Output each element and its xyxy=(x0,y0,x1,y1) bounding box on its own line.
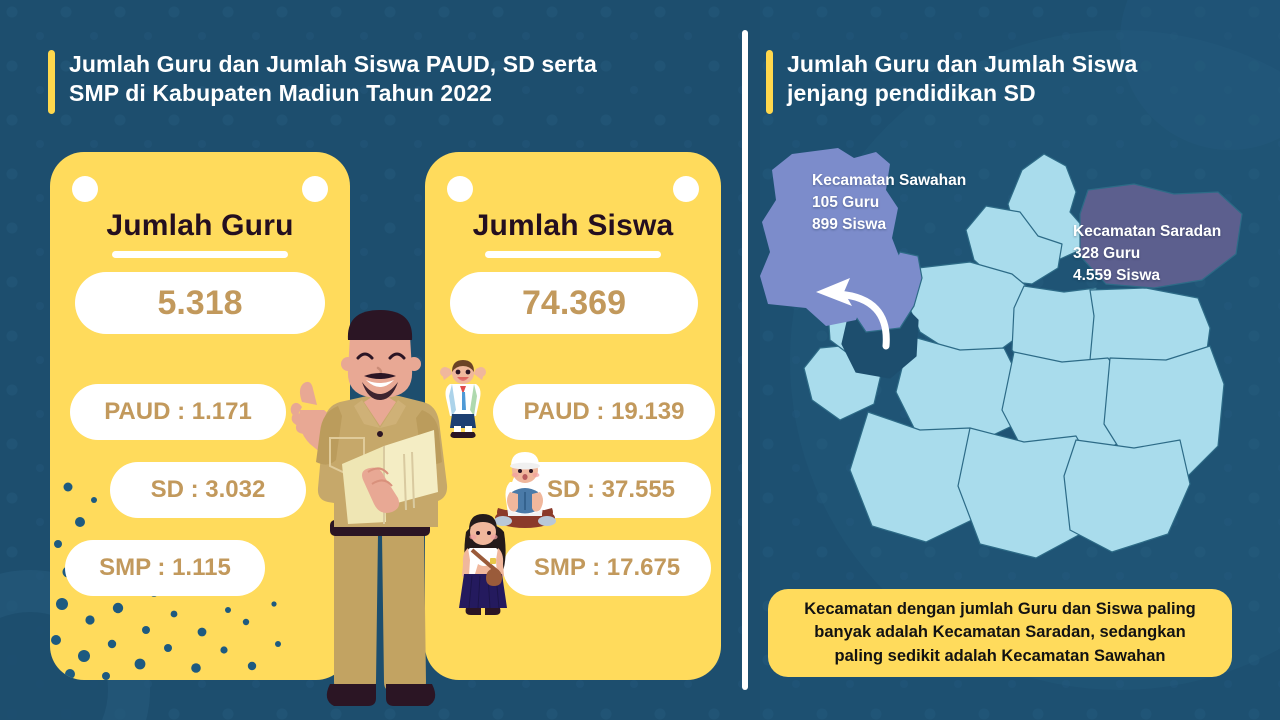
student-girl-illustration xyxy=(459,514,507,615)
title-accent-bar xyxy=(766,50,773,114)
card-siswa-title: Jumlah Siswa xyxy=(472,209,674,242)
card-title-underline xyxy=(112,251,288,258)
siswa-total-value: 74.369 xyxy=(450,272,698,334)
vertical-divider xyxy=(742,30,748,690)
card-punch-hole-right xyxy=(302,176,328,202)
teacher-illustration xyxy=(290,310,448,706)
card-punch-hole-right xyxy=(673,176,699,202)
right-title-text: Jumlah Guru dan Jumlah Siswa jenjang pen… xyxy=(787,51,1138,107)
guru-total-value: 5.318 xyxy=(75,272,325,334)
sawahan-callout-label: Kecamatan Sawahan 105 Guru 899 Siswa xyxy=(812,172,967,233)
guru-sd-value: SD : 3.032 xyxy=(110,462,306,518)
right-title-block: Jumlah Guru dan Jumlah Siswa jenjang pen… xyxy=(766,50,1137,114)
sawahan-inset-shape xyxy=(760,148,902,326)
callout-arrow-head xyxy=(816,278,852,306)
district-shape xyxy=(1063,439,1191,553)
callout-arrow xyxy=(834,290,890,350)
siswa-sd-value: SD : 37.555 xyxy=(511,462,711,518)
guru-smp-value: SMP : 1.115 xyxy=(65,540,265,596)
card-title-underline xyxy=(485,251,661,258)
card-punch-hole-left xyxy=(72,176,98,202)
student-reading-illustration xyxy=(494,452,556,528)
siswa-paud-value: PAUD : 19.139 xyxy=(493,384,715,440)
district-shape xyxy=(965,205,1063,285)
card-punch-hole-left xyxy=(447,176,473,202)
madiun-regency-map xyxy=(758,140,1270,580)
left-title-block: Jumlah Guru dan Jumlah Siswa PAUD, SD se… xyxy=(48,50,597,114)
guru-paud-value: PAUD : 1.171 xyxy=(70,384,286,440)
saradan-district-shape xyxy=(1079,183,1243,289)
left-title-text: Jumlah Guru dan Jumlah Siswa PAUD, SD se… xyxy=(69,51,597,107)
map-svg xyxy=(760,148,1243,559)
student-boy-illustration xyxy=(440,360,486,438)
card-guru-title: Jumlah Guru xyxy=(106,209,294,242)
district-shape xyxy=(1103,345,1225,481)
card-jumlah-guru: Jumlah Guru 5.318 PAUD : 1.171 SD : 3.03… xyxy=(50,152,350,680)
summary-note-text: Kecamatan dengan jumlah Guru dan Siswa p… xyxy=(804,599,1196,665)
summary-note-box: Kecamatan dengan jumlah Guru dan Siswa p… xyxy=(768,589,1232,677)
siswa-smp-value: SMP : 17.675 xyxy=(503,540,711,596)
title-accent-bar xyxy=(48,50,55,114)
saradan-callout-label: Kecamatan Saradan 328 Guru 4.559 Siswa xyxy=(1073,223,1222,284)
